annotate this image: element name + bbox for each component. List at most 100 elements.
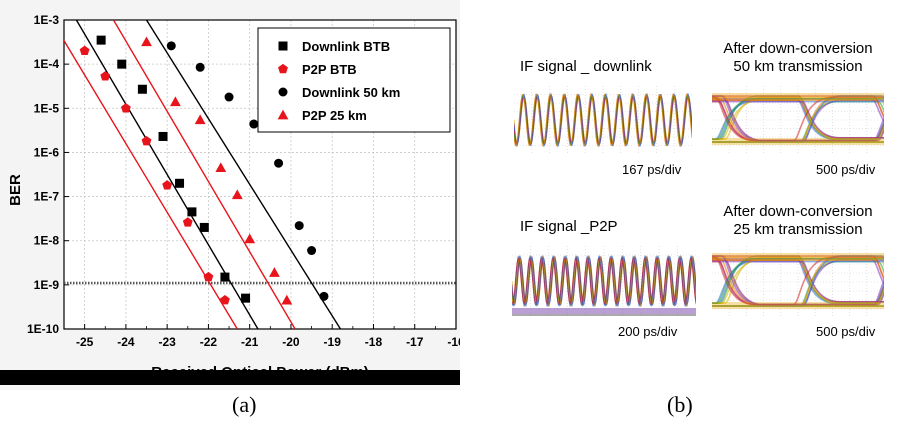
point-triangle — [269, 267, 280, 277]
x-tick-label: -23 — [158, 335, 176, 349]
eye-trace — [712, 305, 884, 307]
eye-level-low — [712, 302, 884, 309]
eye-trace — [712, 259, 884, 280]
point-square — [175, 178, 185, 188]
point-circle — [195, 62, 205, 72]
scope-trace — [512, 257, 696, 305]
point-triangle — [141, 36, 152, 47]
point-circle — [319, 291, 329, 301]
point-circle — [274, 158, 284, 168]
caption-a: (a) — [232, 392, 257, 417]
bottom-band — [0, 370, 460, 385]
eye-diagram-if-p2p — [512, 246, 696, 318]
y-tick-label: 1E-3 — [34, 13, 60, 27]
x-axis-label: Received Optical Power (dBm) — [151, 364, 369, 381]
point-triangle — [244, 233, 256, 244]
point-triangle — [194, 114, 206, 125]
x-tick-label: -17 — [406, 335, 424, 349]
eye-div-25km: 500 ps/div — [816, 324, 876, 339]
y-tick-label: 1E-5 — [34, 101, 60, 115]
legend-entry: P2P BTB — [302, 62, 357, 77]
eye-trace — [712, 96, 884, 142]
point-pentagon — [162, 180, 173, 190]
eye-title-if-p2p: IF signal _P2P — [520, 218, 618, 235]
point-square — [199, 222, 209, 232]
point-triangle — [281, 294, 293, 305]
eye-trace — [712, 99, 884, 140]
x-tick-label: -22 — [200, 335, 218, 349]
point-triangle — [277, 109, 289, 120]
eye-diagram-if-downlink — [514, 86, 692, 154]
point-square — [241, 293, 251, 303]
legend: Downlink BTB P2P BTB Downlink 50 km P2P 25 … — [257, 27, 451, 133]
eye-trace — [712, 98, 884, 140]
eye-div-if-downlink: 167 ps/div — [622, 162, 682, 177]
legend-entry: P2P 25 km — [302, 108, 367, 123]
y-axis-label: BER — [7, 174, 24, 206]
point-pentagon — [220, 294, 230, 305]
eye-title-50km: After down-conversion 50 km transmission — [723, 40, 873, 75]
eye-title-25km: After down-conversion 25 km transmission — [723, 203, 873, 238]
eye-div-if-p2p: 200 ps/div — [618, 324, 678, 339]
plot-frame — [63, 19, 457, 330]
point-square — [158, 131, 168, 141]
x-tick-label: -24 — [117, 335, 135, 349]
eye-diagram-50km — [712, 86, 884, 154]
eye-div-50km: 500 ps/div — [816, 162, 876, 177]
point-circle — [166, 41, 176, 51]
point-circle — [249, 119, 259, 129]
x-tick-label: -18 — [365, 335, 383, 349]
legend-entry: Downlink 50 km — [302, 85, 400, 100]
x-tick-label: -20 — [282, 335, 300, 349]
data-points — [79, 35, 329, 305]
caption-b: (b) — [667, 392, 693, 417]
x-tick-label: -25 — [76, 335, 94, 349]
y-tick-label: 1E-8 — [34, 234, 60, 248]
point-pentagon — [120, 103, 131, 113]
eye-trace — [712, 99, 884, 118]
point-triangle — [170, 96, 181, 107]
scope-trace — [514, 92, 692, 148]
eye-trace — [712, 141, 884, 143]
point-pentagon — [203, 271, 214, 282]
axes: -25 -24 -23 -22 -21 -20 -19 -18 -17 -16 1E-3 1E-4 1E… — [27, 13, 460, 349]
scope-baseline-band — [512, 308, 696, 314]
eye-trace — [712, 258, 884, 304]
eye-trace — [712, 100, 884, 139]
point-circle — [294, 221, 304, 231]
y-tick-label: 1E-4 — [34, 57, 60, 71]
eye-title-if-downlink: IF signal _ downlink — [520, 58, 652, 75]
ber-chart: -25 -24 -23 -22 -21 -20 -19 -18 -17 -16 1E-3 1E-4 1E… — [0, 0, 460, 390]
point-square — [187, 207, 197, 217]
point-circle — [307, 246, 317, 256]
point-square — [137, 84, 147, 94]
point-square — [220, 272, 230, 282]
point-circle — [224, 92, 234, 102]
y-tick-label: 1E-10 — [27, 322, 59, 336]
x-tick-label: -16 — [447, 335, 460, 349]
fit-line — [112, 20, 296, 329]
y-tick-label: 1E-6 — [34, 145, 60, 159]
point-pentagon — [182, 217, 193, 227]
legend-entry: Downlink BTB — [302, 39, 390, 54]
eye-trace — [712, 255, 884, 306]
y-tick-label: 1E-7 — [34, 190, 60, 204]
eye-trace — [712, 259, 884, 304]
point-square — [96, 35, 106, 45]
eye-level-high — [712, 253, 884, 260]
y-tick-label: 1E-9 — [34, 278, 60, 292]
fit-line — [145, 20, 342, 329]
eye-trace — [712, 256, 884, 306]
point-pentagon — [278, 63, 288, 74]
point-triangle — [215, 162, 227, 173]
eye-level-low — [712, 138, 884, 145]
point-circle — [278, 87, 288, 97]
point-square — [117, 59, 127, 69]
point-triangle — [231, 189, 243, 200]
eye-diagram-25km — [712, 246, 884, 318]
eye-level-high — [712, 93, 884, 100]
legend-box — [257, 27, 451, 133]
x-tick-label: -21 — [241, 335, 259, 349]
point-pentagon — [79, 45, 90, 56]
x-tick-label: -19 — [324, 335, 342, 349]
